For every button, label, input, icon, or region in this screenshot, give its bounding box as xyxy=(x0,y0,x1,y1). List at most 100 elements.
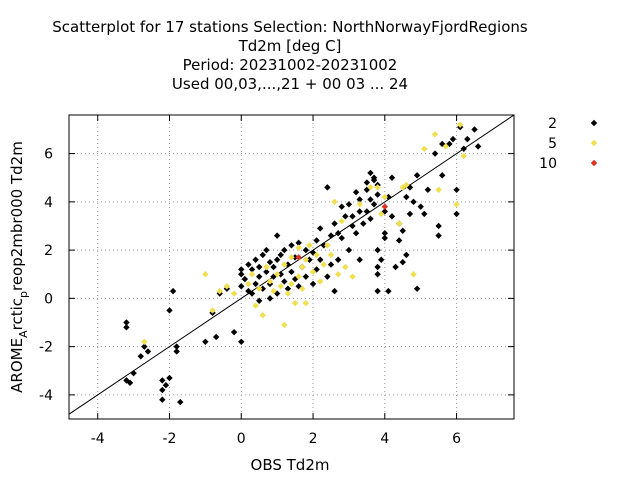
data-point xyxy=(248,290,256,297)
data-point xyxy=(288,242,295,249)
legend-label: 5 xyxy=(548,136,557,152)
data-point xyxy=(241,275,249,283)
data-point xyxy=(410,198,417,206)
data-point xyxy=(266,295,274,302)
data-point xyxy=(277,283,284,290)
data-point xyxy=(306,242,313,249)
data-point xyxy=(130,369,137,377)
y-tick-label: 2 xyxy=(44,243,53,259)
data-point xyxy=(238,266,245,273)
series-10 xyxy=(295,203,389,261)
data-point xyxy=(123,324,130,331)
x-tick-label: 4 xyxy=(380,431,389,447)
data-point xyxy=(245,261,252,268)
data-point xyxy=(144,348,152,355)
data-point xyxy=(327,261,335,268)
data-point xyxy=(421,210,428,218)
data-point xyxy=(327,251,335,259)
data-point xyxy=(413,285,421,292)
y-tick-label: -2 xyxy=(39,340,53,356)
data-point xyxy=(295,244,302,251)
data-point xyxy=(252,280,259,288)
data-point xyxy=(202,271,209,278)
title-line-3: Period: 20231002-20231002 xyxy=(183,56,398,74)
data-point xyxy=(363,208,371,215)
data-point xyxy=(363,179,371,186)
data-point xyxy=(248,266,256,273)
data-point xyxy=(306,256,313,263)
legend-label: 2 xyxy=(548,116,557,132)
data-point xyxy=(392,263,399,271)
legend-label: 10 xyxy=(539,156,557,172)
data-point xyxy=(273,232,281,239)
data-point xyxy=(345,246,353,254)
data-point xyxy=(442,143,450,150)
data-point xyxy=(256,273,263,280)
data-point xyxy=(159,396,166,403)
x-tick-label: 0 xyxy=(237,431,246,447)
data-point xyxy=(356,256,363,263)
data-point xyxy=(385,193,392,201)
data-point xyxy=(177,398,184,406)
data-point xyxy=(295,254,302,261)
data-point xyxy=(374,246,381,254)
data-point xyxy=(291,299,299,307)
data-point xyxy=(381,230,389,237)
x-tick-label: 6 xyxy=(452,431,461,447)
data-point xyxy=(270,287,277,295)
data-point xyxy=(342,263,349,271)
title-line-2: Td2m [deg C] xyxy=(238,37,342,55)
data-point xyxy=(123,319,130,326)
data-point xyxy=(403,251,410,259)
data-point xyxy=(334,271,342,278)
data-point xyxy=(403,193,410,201)
data-point xyxy=(256,285,263,292)
data-point xyxy=(273,271,281,278)
data-point xyxy=(313,251,320,259)
data-point xyxy=(403,181,410,189)
data-point xyxy=(453,186,460,193)
data-point xyxy=(431,150,439,157)
data-point xyxy=(270,263,277,271)
legend: 2 5 10 xyxy=(539,116,598,172)
data-point xyxy=(245,287,252,295)
data-point xyxy=(334,256,342,263)
data-point xyxy=(252,302,259,309)
data-point xyxy=(230,328,238,336)
data-point xyxy=(334,230,342,237)
data-point xyxy=(378,256,385,263)
data-point xyxy=(406,210,414,218)
data-point xyxy=(209,307,216,314)
data-point xyxy=(381,203,389,210)
data-point xyxy=(126,379,134,387)
data-point xyxy=(388,213,396,220)
data-point xyxy=(166,307,173,314)
data-point xyxy=(309,280,317,288)
y-tick-label: 4 xyxy=(44,195,53,211)
data-point xyxy=(421,145,428,152)
data-point xyxy=(449,135,457,143)
data-point xyxy=(352,230,360,237)
data-point xyxy=(381,234,389,242)
data-point xyxy=(367,215,374,222)
y-tick-label: 6 xyxy=(44,147,53,163)
data-point xyxy=(435,222,442,230)
data-point xyxy=(238,283,245,290)
data-point xyxy=(169,287,177,295)
data-point xyxy=(381,208,389,215)
data-point xyxy=(284,285,292,292)
series-5 xyxy=(141,121,467,345)
data-point xyxy=(410,271,417,278)
y-tick-label: 0 xyxy=(44,291,53,307)
data-point xyxy=(356,208,363,215)
data-point xyxy=(230,290,238,297)
data-point xyxy=(360,220,367,227)
data-point xyxy=(320,242,327,249)
data-point xyxy=(349,213,356,220)
data-point xyxy=(406,184,414,191)
data-point xyxy=(162,382,170,389)
data-point xyxy=(381,193,389,201)
data-point xyxy=(281,278,288,285)
data-point xyxy=(453,201,460,208)
data-point xyxy=(288,268,295,276)
